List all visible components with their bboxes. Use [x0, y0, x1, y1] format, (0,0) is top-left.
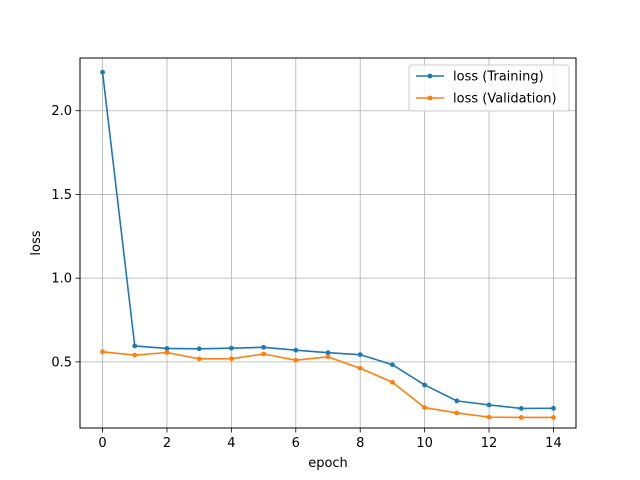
x-tick-label: 0 [98, 436, 106, 451]
data-point-training [228, 345, 234, 351]
data-point-validation [486, 414, 492, 420]
data-point-training [164, 346, 170, 351]
legend-label-training: loss (Training) [453, 70, 544, 85]
legend-marker-validation [427, 95, 433, 101]
data-point-training [518, 406, 524, 411]
ticks: 0 2 4 6 8 10 12 14 0.5 1.0 1.5 2.0 [51, 104, 561, 451]
x-axis-label: epoch [308, 456, 348, 471]
data-point-training [293, 347, 299, 353]
data-point-training [390, 362, 395, 368]
data-point-training [132, 343, 138, 349]
legend: loss (Training) loss (Validation) [408, 64, 570, 112]
data-point-validation [325, 354, 331, 360]
data-point-validation [518, 415, 524, 420]
data-point-training [422, 382, 428, 388]
data-point-validation [422, 405, 428, 410]
data-point-training [454, 398, 460, 404]
plot-frame [79, 57, 577, 429]
x-tick-label: 2 [163, 436, 171, 451]
data-point-training [325, 350, 331, 356]
y-tick-label: 2.0 [51, 104, 72, 119]
x-tick-label: 14 [545, 436, 562, 451]
data-point-training [261, 344, 266, 350]
data-point-validation [357, 365, 363, 371]
data-point-validation [164, 350, 170, 355]
x-tick-label: 4 [227, 436, 235, 451]
data-point-training [357, 352, 363, 358]
x-tick-label: 6 [292, 436, 300, 451]
plot-area [80, 58, 576, 428]
x-tick-label: 8 [356, 436, 364, 451]
data-point-validation [390, 379, 395, 385]
data-point-training [551, 405, 556, 411]
data-point-training [100, 69, 105, 75]
data-point-validation [454, 410, 460, 416]
legend-box [408, 64, 570, 112]
grid [80, 58, 576, 428]
data-point-validation [196, 356, 202, 362]
data-point-validation [293, 357, 299, 363]
data-point-training [486, 402, 492, 408]
legend-label-validation: loss (Validation) [453, 92, 557, 107]
y-tick-label: 0.5 [51, 355, 72, 370]
data-point-validation [261, 351, 266, 357]
x-tick-label: 12 [481, 436, 498, 451]
data-point-validation [228, 356, 234, 362]
y-tick-label: 1.0 [51, 272, 72, 287]
x-tick-label: 10 [416, 436, 433, 451]
data-point-validation [100, 349, 105, 355]
y-axis-label: loss [29, 230, 44, 255]
data-point-validation [132, 352, 138, 358]
legend-marker-training [427, 73, 433, 79]
y-tick-label: 1.5 [51, 188, 72, 203]
series-layer [100, 69, 556, 420]
data-point-training [196, 346, 202, 352]
data-point-validation [551, 415, 556, 420]
